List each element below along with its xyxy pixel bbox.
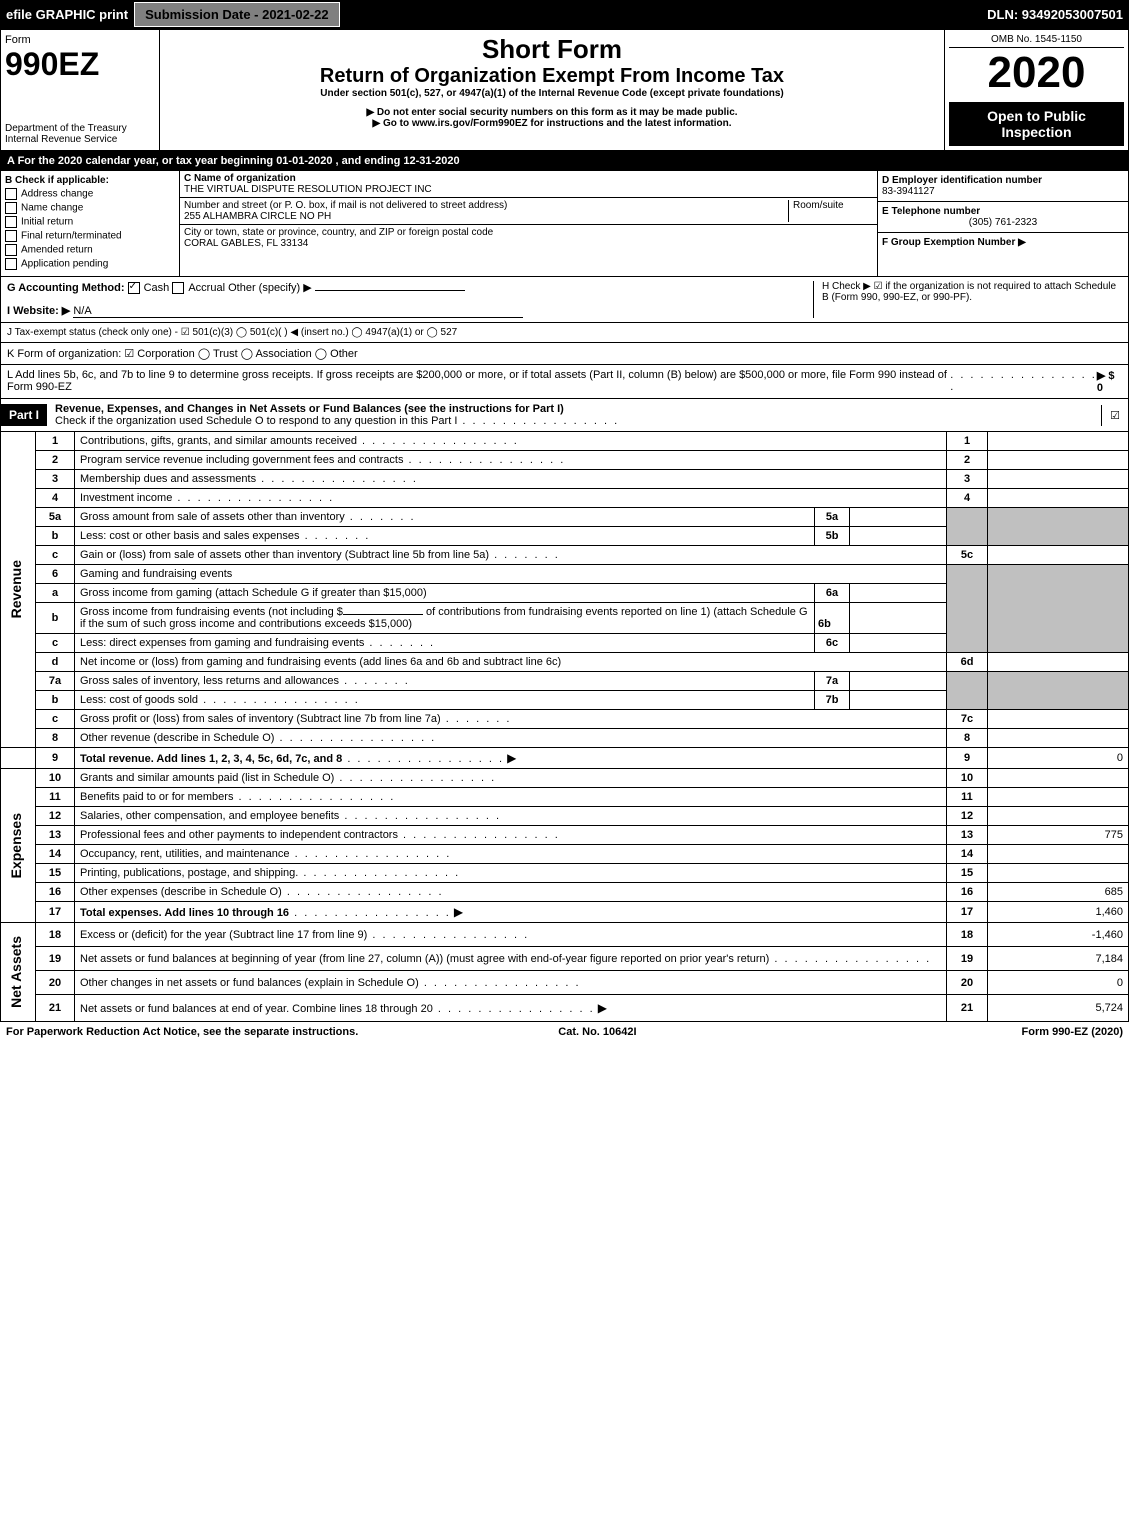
- revenue-side-label: Revenue: [6, 550, 26, 628]
- main-title: Return of Organization Exempt From Incom…: [164, 65, 940, 88]
- part-1-checkbox[interactable]: ☑: [1101, 405, 1128, 426]
- form-label: Form: [5, 34, 155, 46]
- irs-label: Internal Revenue Service: [5, 134, 155, 145]
- checkbox-application-pending[interactable]: [5, 258, 17, 270]
- page-footer: For Paperwork Reduction Act Notice, see …: [0, 1022, 1129, 1042]
- tax-year: 2020: [949, 48, 1124, 98]
- org-name-label: C Name of organization: [184, 173, 873, 184]
- street-label: Number and street (or P. O. box, if mail…: [184, 200, 788, 211]
- footer-right: Form 990-EZ (2020): [1022, 1026, 1123, 1038]
- checkbox-amended-return[interactable]: [5, 244, 17, 256]
- line-18-value: -1,460: [988, 923, 1129, 947]
- line-g-h: G Accounting Method: Cash Accrual Other …: [0, 277, 1129, 323]
- part-1-label: Part I: [1, 404, 47, 426]
- checkbox-initial-return[interactable]: [5, 216, 17, 228]
- line-h-text: H Check ▶ ☑ if the organization is not r…: [813, 281, 1122, 318]
- dept-label: Department of the Treasury: [5, 123, 155, 134]
- box-b-header: B Check if applicable:: [5, 175, 175, 186]
- box-c: C Name of organization THE VIRTUAL DISPU…: [180, 171, 877, 276]
- goto-link[interactable]: ▶ Go to www.irs.gov/Form990EZ for instru…: [164, 118, 940, 129]
- line-l: L Add lines 5b, 6c, and 7b to line 9 to …: [0, 365, 1129, 399]
- city-value: CORAL GABLES, FL 33134: [184, 238, 873, 249]
- org-name: THE VIRTUAL DISPUTE RESOLUTION PROJECT I…: [184, 184, 873, 195]
- ein-label: D Employer identification number: [882, 175, 1124, 186]
- short-form-title: Short Form: [164, 34, 940, 65]
- efile-label[interactable]: efile GRAPHIC print: [6, 7, 128, 22]
- ein-value: 83-3941127: [882, 186, 1124, 197]
- under-section: Under section 501(c), 527, or 4947(a)(1)…: [164, 88, 940, 99]
- revenue-table: Revenue 1Contributions, gifts, grants, a…: [0, 432, 1129, 1022]
- ssn-warning: ▶ Do not enter social security numbers o…: [164, 107, 940, 118]
- dln-label: DLN: 93492053007501: [987, 7, 1123, 22]
- group-exemption-label: F Group Exemption Number ▶: [882, 237, 1026, 248]
- room-suite-label: Room/suite: [788, 200, 873, 222]
- submission-date-button[interactable]: Submission Date - 2021-02-22: [134, 2, 340, 27]
- phone-value: (305) 761-2323: [882, 217, 1124, 228]
- footer-center: Cat. No. 10642I: [558, 1026, 636, 1038]
- website-label: I Website: ▶: [7, 305, 70, 317]
- phone-label: E Telephone number: [882, 206, 1124, 217]
- line-13-value: 775: [988, 826, 1129, 845]
- line-16-value: 685: [988, 883, 1129, 902]
- part-1-check-text: Check if the organization used Schedule …: [55, 415, 457, 427]
- netassets-side-label: Net Assets: [6, 926, 26, 1018]
- line-17-value: 1,460: [988, 902, 1129, 923]
- open-public-box: Open to Public Inspection: [949, 102, 1124, 146]
- omb-label: OMB No. 1545-1150: [949, 34, 1124, 48]
- checkbox-address-change[interactable]: [5, 188, 17, 200]
- checkbox-cash[interactable]: [128, 282, 140, 294]
- top-bar: efile GRAPHIC print Submission Date - 20…: [0, 0, 1129, 29]
- info-section: B Check if applicable: Address change Na…: [0, 171, 1129, 277]
- line-l-amount: ▶ $ 0: [1097, 369, 1122, 394]
- line-20-value: 0: [988, 971, 1129, 995]
- checkbox-name-change[interactable]: [5, 202, 17, 214]
- tax-year-period: A For the 2020 calendar year, or tax yea…: [0, 151, 1129, 171]
- form-number: 990EZ: [5, 46, 155, 83]
- footer-left: For Paperwork Reduction Act Notice, see …: [6, 1026, 358, 1038]
- line-19-value: 7,184: [988, 947, 1129, 971]
- street-value: 255 ALHAMBRA CIRCLE NO PH: [184, 211, 788, 222]
- line-j: J Tax-exempt status (check only one) - ☑…: [0, 323, 1129, 343]
- form-header: Form 990EZ Department of the Treasury In…: [0, 29, 1129, 151]
- line-21-value: 5,724: [988, 995, 1129, 1022]
- box-b: B Check if applicable: Address change Na…: [1, 171, 180, 276]
- box-def: D Employer identification number 83-3941…: [877, 171, 1128, 276]
- part-1-title: Revenue, Expenses, and Changes in Net As…: [55, 403, 564, 415]
- checkbox-final-return[interactable]: [5, 230, 17, 242]
- website-value: N/A: [73, 305, 523, 318]
- part-1-header-row: Part I Revenue, Expenses, and Changes in…: [0, 399, 1129, 432]
- expenses-side-label: Expenses: [6, 803, 26, 888]
- accounting-label: G Accounting Method:: [7, 282, 125, 294]
- line-k: K Form of organization: ☑ Corporation ◯ …: [0, 343, 1129, 365]
- line-9-value: 0: [988, 748, 1129, 769]
- checkbox-accrual[interactable]: [172, 282, 184, 294]
- city-label: City or town, state or province, country…: [184, 227, 873, 238]
